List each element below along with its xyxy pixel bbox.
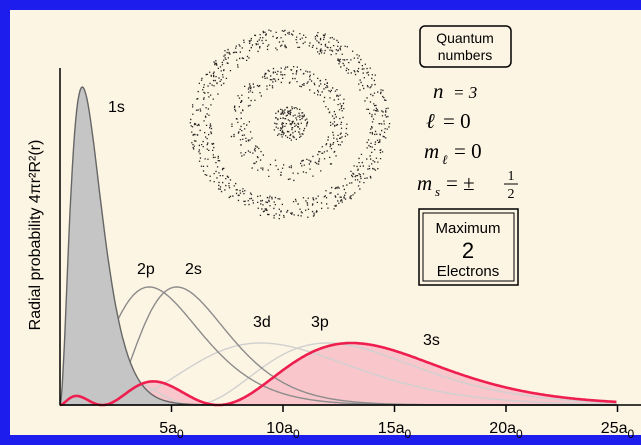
n-symbol: n bbox=[433, 79, 444, 103]
x-tick-label-10: 10a0 bbox=[266, 420, 300, 441]
l-value: = 0 bbox=[443, 109, 471, 133]
curve-label-3s: 3s bbox=[423, 332, 440, 349]
quantum-numbers-line1: Quantum bbox=[436, 30, 494, 46]
ms-value: = ± bbox=[446, 171, 475, 195]
curve-3s bbox=[60, 343, 618, 405]
x-ticks: 5a0 10a0 15a0 20a0 25a0 bbox=[159, 405, 635, 441]
curve-label-1s: 1s bbox=[108, 99, 125, 116]
ml-value: = 0 bbox=[454, 139, 482, 163]
curves-group bbox=[59, 86, 618, 407]
ms-numerator: 1 bbox=[508, 169, 515, 184]
ml-subscript: ℓ bbox=[442, 152, 448, 167]
curve-label-2s: 2s bbox=[185, 261, 202, 278]
curve-label-3d: 3d bbox=[253, 314, 271, 331]
ml-symbol: m bbox=[424, 139, 439, 163]
x-tick-label-25: 25a0 bbox=[601, 420, 635, 441]
quantum-numbers-box bbox=[419, 25, 512, 68]
curve-label-3p: 3p bbox=[311, 314, 329, 331]
ms-denominator: 2 bbox=[508, 187, 515, 202]
maximum-electrons-box bbox=[418, 208, 519, 286]
x-tick-label-15: 15a0 bbox=[378, 420, 412, 441]
ms-subscript: s bbox=[435, 184, 440, 199]
l-symbol: ℓ bbox=[426, 109, 435, 133]
curve-3s bbox=[59, 341, 617, 407]
x-tick-label-5: 5a0 bbox=[159, 420, 184, 441]
orbital-dots bbox=[189, 29, 391, 220]
n-value: = 3 bbox=[453, 83, 477, 102]
maximum-number: 2 bbox=[462, 238, 474, 263]
ms-symbol: m bbox=[417, 171, 432, 195]
x-tick-label-20: 20a0 bbox=[489, 420, 523, 441]
y-axis-label: Radial probability 4πr²R²(r) bbox=[27, 140, 44, 331]
quantum-numbers-line2: numbers bbox=[438, 47, 492, 63]
electrons-label: Electrons bbox=[437, 263, 500, 280]
maximum-electrons-box-inner bbox=[422, 212, 515, 282]
orbital-dot-density-icon bbox=[189, 29, 391, 220]
maximum-label: Maximum bbox=[435, 220, 500, 237]
curve-label-2p: 2p bbox=[137, 261, 155, 278]
